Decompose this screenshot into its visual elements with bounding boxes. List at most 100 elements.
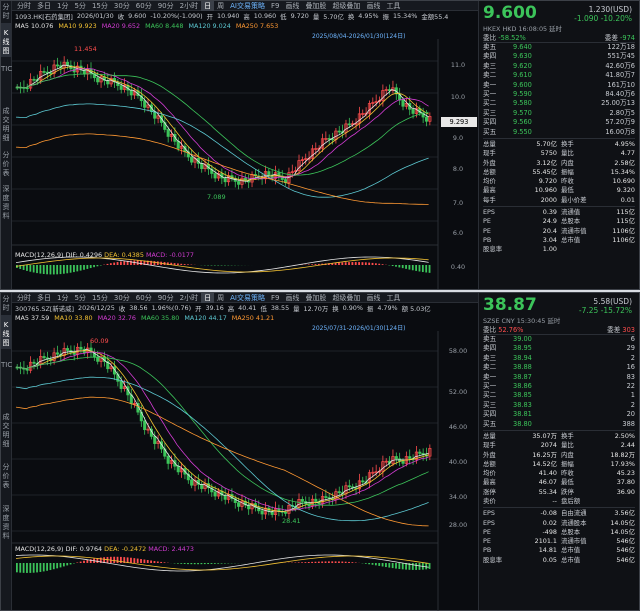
period-tab-day[interactable]: 日	[201, 0, 215, 11]
f9-button[interactable]: F9	[270, 293, 280, 302]
period-tab[interactable]: 周	[217, 293, 225, 302]
ask-row[interactable]: 卖四 38.95 29	[483, 344, 635, 353]
period-tab[interactable]: 5分	[74, 1, 86, 10]
ask-row[interactable]: 卖三 38.94 2	[483, 354, 635, 363]
period-tab[interactable]: 分时	[17, 293, 31, 302]
draw-line-button[interactable]: 画线	[366, 293, 381, 302]
period-tab[interactable]: 30分	[113, 1, 130, 10]
bid-row[interactable]: 买五 38.80 388	[483, 420, 635, 429]
super-overlay-button[interactable]: 超级叠加	[332, 1, 361, 10]
period-tab[interactable]: 15分	[91, 1, 108, 10]
tab-price-table[interactable]: 分价表	[2, 463, 10, 489]
bid-row[interactable]: 买三 38.83 2	[483, 401, 635, 410]
bid-row[interactable]: 买一 9.590 84.40万 6	[483, 90, 635, 99]
macd-bar	[83, 265, 85, 270]
tab-depth[interactable]: 深度资料	[2, 505, 10, 540]
stat-value: 546亿	[616, 546, 635, 555]
overlay-button[interactable]: 叠加股	[305, 1, 327, 10]
macd-header: MACD(12,26,9) DIF: 0.9764 DEA: -0.2472 M…	[15, 545, 194, 553]
macd-bar	[378, 563, 381, 566]
macd-bar	[304, 562, 307, 563]
bid-row[interactable]: 买二 9.580 25.00万 13	[483, 99, 635, 108]
level-price: 38.94	[513, 353, 532, 362]
amount-value: 额 5.03亿	[401, 304, 431, 313]
tab-kline[interactable]: K线图	[1, 315, 11, 349]
stat-label: 最小价差	[561, 195, 587, 204]
ask-row[interactable]: 卖五 9.640 122万 18	[483, 43, 635, 52]
tab-tick[interactable]: TICK	[1, 65, 17, 73]
draw-line-button[interactable]: 画线	[366, 1, 381, 10]
tools-button[interactable]: 工具	[386, 293, 401, 302]
ask-row[interactable]: 卖四 9.630 551万 45	[483, 52, 635, 61]
draw-button[interactable]: 画线	[285, 293, 300, 302]
bid-row[interactable]: 买四 9.560 57.20万 9	[483, 118, 635, 127]
overlay-button[interactable]: 叠加股	[305, 293, 327, 302]
ask-row[interactable]: 卖三 9.620 42.60万 6	[483, 62, 635, 71]
candle-body	[421, 112, 425, 118]
turnover-value: 0.90%	[342, 304, 363, 312]
tools-button[interactable]: 工具	[386, 1, 401, 10]
f9-button[interactable]: F9	[270, 1, 280, 10]
macd-bar	[324, 561, 327, 563]
tab-trades[interactable]: 成交明细	[2, 413, 10, 448]
bid-row[interactable]: 买三 9.570 2.80万 5	[483, 109, 635, 118]
candle-body	[210, 168, 214, 174]
period-tab[interactable]: 60分	[135, 293, 152, 302]
tab-tick[interactable]: TICK	[1, 361, 17, 369]
stat-value: 46.07	[538, 478, 557, 487]
kline-chart-2[interactable]: 分时 多日 1分 5分 15分 30分 60分 90分 2小时 日 周 AI交易…	[12, 292, 478, 611]
macd-bar	[180, 563, 183, 564]
period-tab[interactable]: 30分	[113, 293, 130, 302]
ask-row[interactable]: 卖二 9.610 41.80万 7	[483, 71, 635, 80]
macd-bar	[83, 560, 85, 563]
ma5-label: MA5 37.59	[15, 314, 50, 322]
period-tab[interactable]: 分时	[17, 1, 31, 10]
period-tab[interactable]: 90分	[157, 293, 174, 302]
low-label: 低	[280, 12, 287, 21]
ai-strategy-button[interactable]: AI交易策略	[230, 293, 265, 302]
kline-chart-1[interactable]: 分时 多日 1分 5分 15分 30分 60分 90分 2小时 日 周 AI交易…	[12, 0, 478, 289]
period-tab[interactable]: 1分	[57, 293, 69, 302]
bid-row[interactable]: 买五 9.550 16.00万 8	[483, 128, 635, 137]
period-tab[interactable]: 90分	[157, 1, 174, 10]
tab-price-table[interactable]: 分价表	[2, 151, 10, 177]
tab-depth[interactable]: 深度资料	[2, 185, 10, 220]
level-label: 买三	[483, 108, 497, 117]
stat-value	[598, 245, 635, 254]
tab-trades[interactable]: 成交明细	[2, 107, 10, 142]
period-tab[interactable]: 60分	[135, 1, 152, 10]
period-tab[interactable]: 2小时	[179, 293, 199, 302]
tab-timeshare[interactable]: 分时	[2, 295, 10, 312]
period-tab[interactable]: 1分	[57, 1, 69, 10]
stat-label: 均价	[483, 469, 496, 478]
ask-row[interactable]: 卖二 38.88 16	[483, 363, 635, 372]
level-price: 38.86	[513, 381, 532, 390]
macd-bar	[86, 265, 89, 269]
macd-bar	[140, 559, 142, 563]
super-overlay-button[interactable]: 超级叠加	[332, 293, 361, 302]
period-tab[interactable]: 多日	[37, 1, 51, 10]
period-tab[interactable]: 5分	[74, 293, 86, 302]
ask-row[interactable]: 卖五 39.00 6	[483, 335, 635, 344]
period-tab-day[interactable]: 日	[201, 292, 215, 303]
draw-button[interactable]: 画线	[285, 1, 300, 10]
period-tab[interactable]: 15分	[91, 293, 108, 302]
period-tab[interactable]: 周	[217, 1, 225, 10]
ask-row[interactable]: 卖一 38.87 83	[483, 373, 635, 382]
tab-kline[interactable]: K线图	[1, 23, 11, 57]
low-marker: 28.41	[282, 517, 301, 525]
bid-row[interactable]: 买一 38.86 22	[483, 382, 635, 391]
stat-row: 最高 46.07 最低 37.80	[483, 478, 635, 487]
stat-label: EPS	[483, 518, 495, 527]
level-volume: 57.20万	[605, 118, 631, 127]
view-tabs: 分时 K线图 TICK 成交明细 分价表 深度资料	[1, 293, 17, 610]
ask-row[interactable]: 卖一 9.600 161万 10	[483, 81, 635, 90]
close-value: 9.600	[128, 12, 147, 20]
bid-row[interactable]: 买四 38.81 20	[483, 410, 635, 419]
tab-timeshare[interactable]: 分时	[2, 3, 10, 20]
period-tab[interactable]: 2小时	[179, 1, 199, 10]
ai-strategy-button[interactable]: AI交易策略	[230, 1, 265, 10]
period-tab[interactable]: 多日	[37, 293, 51, 302]
bid-row[interactable]: 买二 38.85 1	[483, 391, 635, 400]
price-axis-label: 8.0	[452, 165, 464, 173]
